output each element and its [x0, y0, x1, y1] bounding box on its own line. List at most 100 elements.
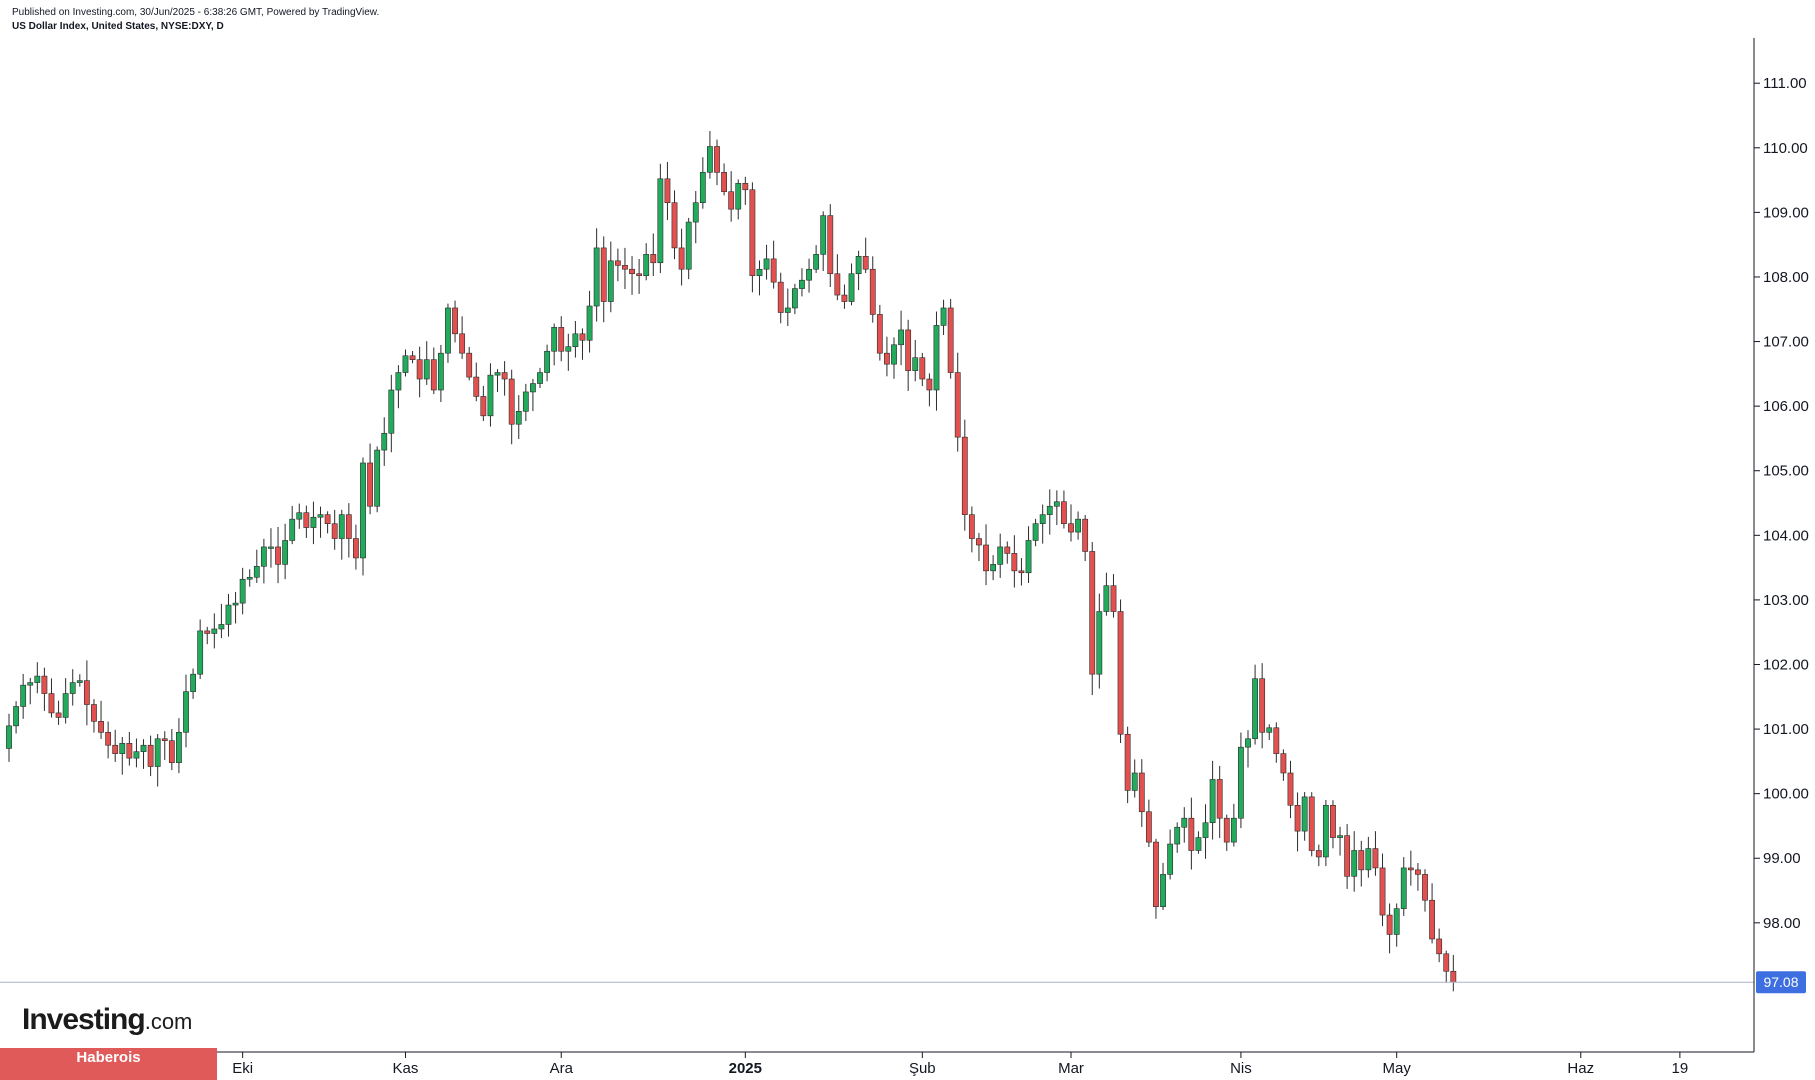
candle-body	[876, 314, 883, 354]
candle-body	[445, 307, 451, 354]
candle-body	[1450, 970, 1457, 983]
candle-body	[112, 744, 119, 754]
y-tick-label: 103.00	[1763, 592, 1809, 609]
candle-body	[1039, 514, 1046, 524]
candle-body	[1202, 822, 1209, 838]
candle-body	[968, 514, 975, 539]
candle-body	[1230, 817, 1237, 843]
candle-body	[990, 564, 997, 572]
candle-body	[537, 372, 543, 384]
candle-body	[459, 333, 466, 354]
candle-body	[360, 462, 366, 559]
candle-body	[770, 258, 777, 283]
y-tick-label: 108.00	[1763, 269, 1809, 286]
candle-body	[1131, 772, 1138, 791]
candle-body	[402, 355, 409, 373]
x-tick-label: Ara	[550, 1060, 574, 1077]
candle-body	[1393, 908, 1400, 935]
candle-body	[388, 389, 395, 434]
candle-body	[976, 538, 982, 546]
candle-body	[246, 576, 253, 580]
candle-body	[204, 630, 211, 634]
candle-body	[558, 327, 565, 352]
candle-body	[919, 357, 926, 380]
candle-body	[345, 514, 352, 539]
candle-body	[1266, 727, 1273, 733]
x-tick-label: Eki	[232, 1060, 253, 1077]
candle-body	[586, 305, 593, 341]
candle-body	[133, 751, 140, 759]
candle-body	[1032, 523, 1039, 541]
candle-body	[140, 744, 147, 752]
published-info: Published on Investing.com, 30/Jun/2025 …	[12, 7, 380, 18]
logo-brand: Investing	[22, 1003, 146, 1036]
candle-body	[1068, 523, 1074, 533]
candle-body	[126, 742, 133, 759]
candle-body	[430, 359, 437, 391]
x-tick-label: Nis	[1230, 1060, 1252, 1077]
candle-body	[1386, 914, 1393, 935]
candle-body	[48, 693, 55, 714]
candle-body	[820, 215, 827, 255]
candle-body	[742, 183, 749, 191]
candle-body	[1174, 826, 1181, 845]
candle-body	[664, 178, 671, 203]
candle-body	[650, 254, 657, 264]
candle-body	[374, 449, 381, 507]
candle-body	[1223, 817, 1230, 843]
x-tick-label: Şub	[909, 1060, 936, 1077]
candle-body	[544, 350, 550, 373]
candle-body	[91, 704, 97, 722]
y-tick-label: 98.00	[1763, 915, 1801, 932]
candle-body	[1025, 540, 1032, 574]
candle-body	[707, 146, 713, 173]
y-tick-label: 111.00	[1763, 75, 1807, 92]
candle-body	[692, 202, 699, 223]
candle-body	[940, 307, 947, 326]
candle-body	[813, 254, 820, 270]
candle-body	[728, 191, 735, 210]
current-price-label: 97.08	[1763, 974, 1798, 990]
candle-body	[1096, 611, 1103, 675]
candle-body	[154, 738, 161, 767]
candle-body	[671, 202, 678, 249]
candle-body	[926, 378, 933, 391]
candle-body	[480, 396, 487, 417]
y-tick-label: 104.00	[1763, 527, 1809, 544]
candle-body	[1443, 953, 1450, 972]
candle-body	[1330, 804, 1336, 838]
y-tick-label: 110.00	[1763, 140, 1808, 157]
candle-body	[1294, 804, 1301, 832]
candle-body	[1273, 727, 1280, 754]
chart-header: Published on Investing.com, 30/Jun/2025 …	[12, 6, 379, 34]
x-tick-label: 19	[1672, 1060, 1689, 1077]
candle-body	[1436, 938, 1443, 955]
candle-body	[699, 172, 706, 203]
candle-body	[551, 327, 558, 352]
candle-body	[1287, 772, 1294, 806]
candle-body	[324, 514, 331, 524]
candle-body	[1365, 848, 1372, 871]
candle-body	[1422, 874, 1428, 901]
candle-body	[289, 518, 296, 541]
candle-body	[282, 540, 289, 565]
symbol-title: US Dollar Index, United States, NYSE:DXY…	[12, 21, 224, 32]
y-tick-label: 107.00	[1763, 334, 1809, 351]
candle-body	[253, 566, 260, 578]
y-tick-label: 105.00	[1763, 463, 1809, 480]
candle-body	[487, 374, 494, 417]
candle-body	[218, 624, 225, 630]
candle-body	[260, 546, 267, 567]
candle-body	[338, 514, 345, 539]
candle-body	[1004, 546, 1011, 554]
candle-body	[515, 411, 522, 425]
y-tick-label: 99.00	[1763, 850, 1801, 867]
candle-body	[98, 721, 104, 733]
candle-body	[1018, 570, 1025, 574]
candle-body	[749, 189, 756, 276]
candle-body	[1315, 850, 1322, 858]
candle-body	[834, 273, 841, 296]
y-tick-label: 106.00	[1763, 398, 1809, 415]
candle-body	[239, 578, 246, 604]
